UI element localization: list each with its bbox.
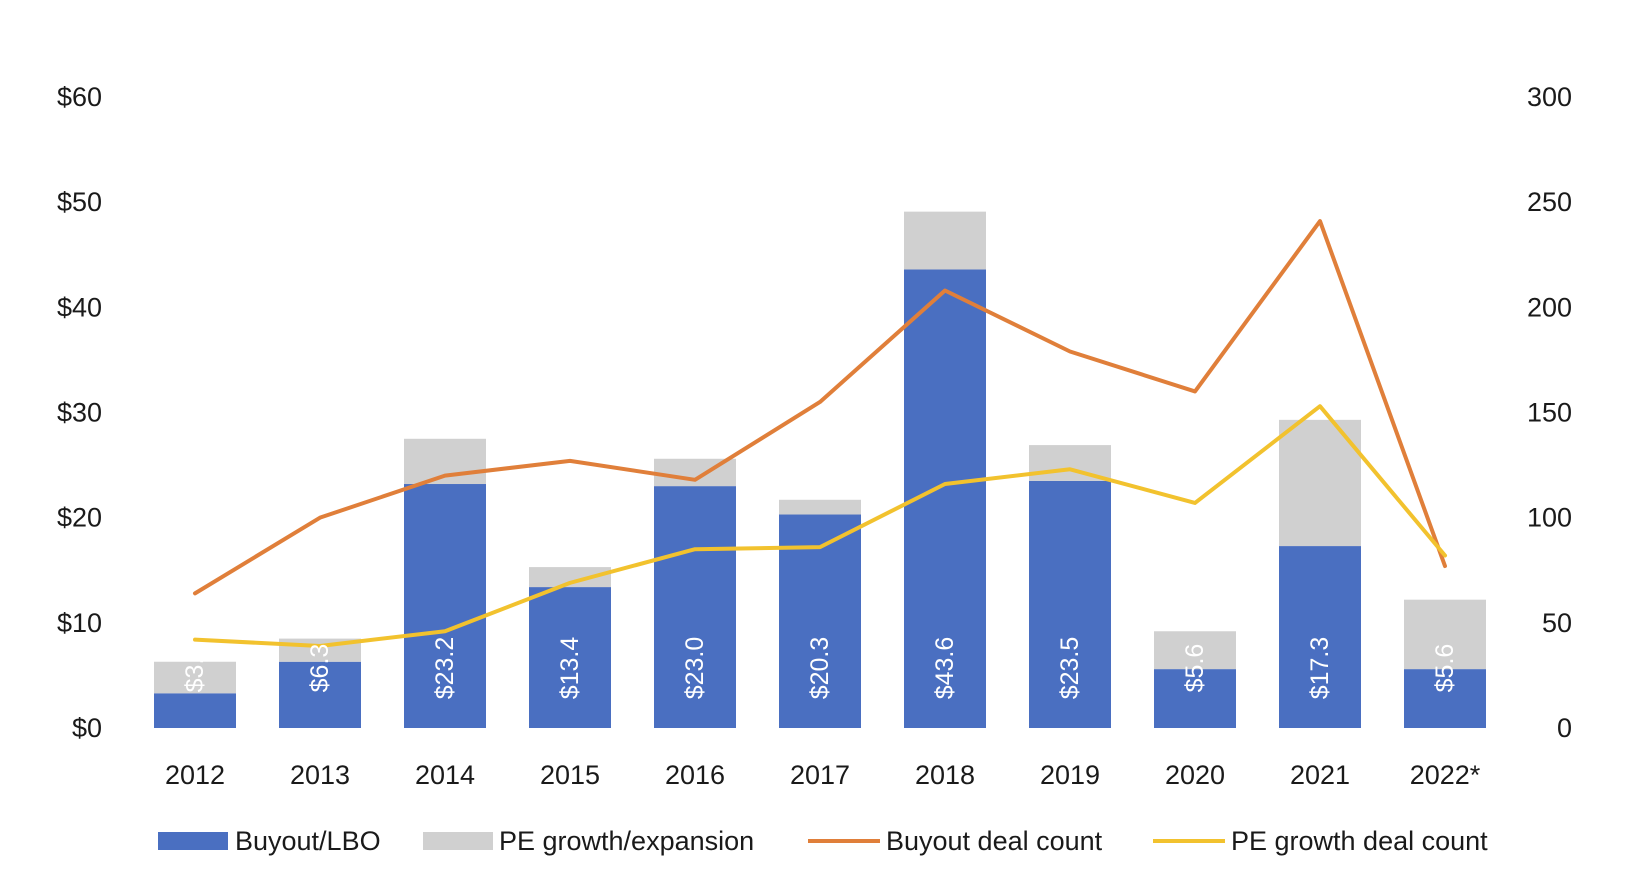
y-left-tick-label: $10: [57, 608, 102, 638]
bar-pe-growth-2015: [529, 567, 611, 588]
y-right-tick-label: 50: [1542, 608, 1572, 638]
bar-value-label: $5.6: [1431, 644, 1459, 693]
line-buyout-deal-count: [193, 219, 1447, 596]
x-tick-label: 2012: [165, 760, 225, 790]
line-pe-growth-deal-count: [193, 404, 1447, 648]
bar-buyout-2019: [1029, 480, 1111, 728]
bar-pe-growth-2018: [904, 211, 986, 270]
legend-swatch: [158, 832, 228, 850]
y-left-tick-label: $20: [57, 503, 102, 533]
line-layer: [193, 219, 1447, 648]
y-right-tick-label: 300: [1527, 82, 1572, 112]
y-left-tick-label: $40: [57, 292, 102, 322]
bar-label-layer: $3.3 $6.3 $23.2 $13.4 $23.0 $20.3 $43.6 $23.5 $5…: [181, 637, 1459, 700]
bar-value-label: $20.3: [806, 637, 834, 700]
y-left-tick-label: $30: [57, 398, 102, 428]
x-tick-label: 2015: [540, 760, 600, 790]
legend-buyout-deal-count: Buyout deal count: [808, 826, 1103, 856]
bar-pe-growth-2020: [1154, 631, 1236, 670]
y-left-tick-label: $0: [72, 713, 102, 743]
x-tick-label: 2021: [1290, 760, 1350, 790]
legend-label: PE growth deal count: [1231, 826, 1488, 856]
bar-value-label: $23.2: [431, 637, 459, 700]
x-tick-label: 2016: [665, 760, 725, 790]
bar-value-label: $3.3: [181, 644, 209, 693]
bar-value-label: $13.4: [556, 637, 584, 700]
legend-swatch: [423, 832, 493, 850]
legend: Buyout/LBO PE growth/expansion Buyout deal…: [158, 826, 1488, 856]
y-left-tick-label: $50: [57, 187, 102, 217]
y-right-tick-label: 200: [1527, 292, 1572, 322]
bar-buyout-2014: [404, 484, 486, 728]
bar-value-label: $23.5: [1056, 637, 1084, 700]
x-axis: 2012 2013 2014 2015 2016 2017 2018 2019 2020 2021…: [165, 760, 1481, 790]
legend-label: PE growth/expansion: [499, 826, 754, 856]
bar-buyout-2017: [779, 514, 861, 728]
x-tick-label: 2019: [1040, 760, 1100, 790]
legend-label: Buyout deal count: [886, 826, 1103, 856]
x-tick-label: 2017: [790, 760, 850, 790]
bar-buyout-2021: [1279, 546, 1361, 728]
bar-buyout-2013: [279, 661, 361, 728]
bar-buyout-2016: [654, 486, 736, 728]
x-tick-label: 2014: [415, 760, 475, 790]
x-tick-label: 2018: [915, 760, 975, 790]
x-tick-label: 2020: [1165, 760, 1225, 790]
bar-value-label: $43.6: [931, 637, 959, 700]
bar-value-label: $23.0: [681, 637, 709, 700]
bar-value-label: $5.6: [1181, 644, 1209, 693]
bar-value-label: $17.3: [1306, 637, 1334, 700]
y-right-tick-label: 0: [1557, 713, 1572, 743]
bar-value-label: $6.3: [306, 644, 334, 693]
legend-pe-growth-deal-count: PE growth deal count: [1153, 826, 1488, 856]
bar-buyout-2012: [154, 693, 236, 728]
legend-label: Buyout/LBO: [235, 826, 381, 856]
y-left-tick-label: $60: [57, 82, 102, 112]
y-right-tick-label: 150: [1527, 398, 1572, 428]
y-axis-right: 0 50 100 150 200 250 300: [1527, 82, 1572, 743]
y-right-tick-label: 250: [1527, 187, 1572, 217]
y-right-tick-label: 100: [1527, 503, 1572, 533]
bar-pe-growth-2022: [1404, 599, 1486, 670]
y-axis-left: $0 $10 $20 $30 $40 $50 $60: [57, 82, 102, 743]
bar-pe-growth-2012: [154, 661, 236, 694]
bar-buyout-2015: [529, 587, 611, 728]
legend-buyout-lbo: Buyout/LBO: [158, 826, 381, 856]
bar-layer: [154, 211, 1486, 728]
legend-pe-growth-expansion: PE growth/expansion: [423, 826, 754, 856]
bar-buyout-2022: [1404, 669, 1486, 728]
x-tick-label: 2022*: [1410, 760, 1481, 790]
bar-buyout-2020: [1154, 669, 1236, 728]
bar-pe-growth-2017: [779, 499, 861, 515]
x-tick-label: 2013: [290, 760, 350, 790]
